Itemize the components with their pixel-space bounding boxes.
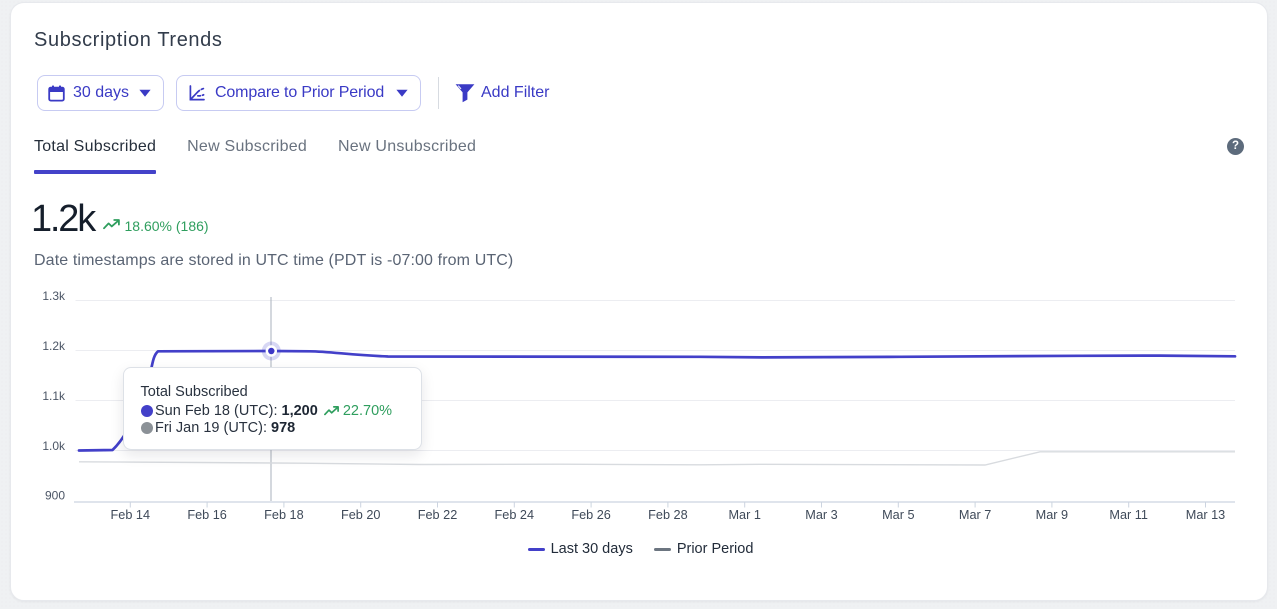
- svg-text:1.2k: 1.2k: [42, 339, 66, 353]
- svg-text:Feb 16: Feb 16: [187, 508, 227, 522]
- svg-text:900: 900: [45, 489, 65, 503]
- svg-text:Mar 9: Mar 9: [1036, 508, 1068, 522]
- svg-text:1.3k: 1.3k: [42, 289, 66, 303]
- svg-text:Feb 22: Feb 22: [418, 508, 458, 522]
- svg-text:Feb 18: Feb 18: [264, 508, 304, 522]
- svg-text:Feb 26: Feb 26: [571, 508, 611, 522]
- svg-text:Mar 5: Mar 5: [882, 508, 914, 522]
- svg-text:Feb 24: Feb 24: [495, 508, 535, 522]
- svg-text:Mar 3: Mar 3: [805, 508, 837, 522]
- svg-text:Feb 28: Feb 28: [648, 508, 688, 522]
- svg-text:Mar 7: Mar 7: [959, 508, 991, 522]
- svg-text:Feb 20: Feb 20: [341, 508, 381, 522]
- svg-text:Mar 1: Mar 1: [728, 508, 760, 522]
- svg-text:Feb 14: Feb 14: [111, 508, 151, 522]
- svg-text:Mar 11: Mar 11: [1109, 508, 1148, 522]
- svg-text:1.1k: 1.1k: [42, 389, 66, 403]
- svg-text:Mar 13: Mar 13: [1186, 508, 1226, 522]
- svg-text:1.0k: 1.0k: [42, 439, 66, 453]
